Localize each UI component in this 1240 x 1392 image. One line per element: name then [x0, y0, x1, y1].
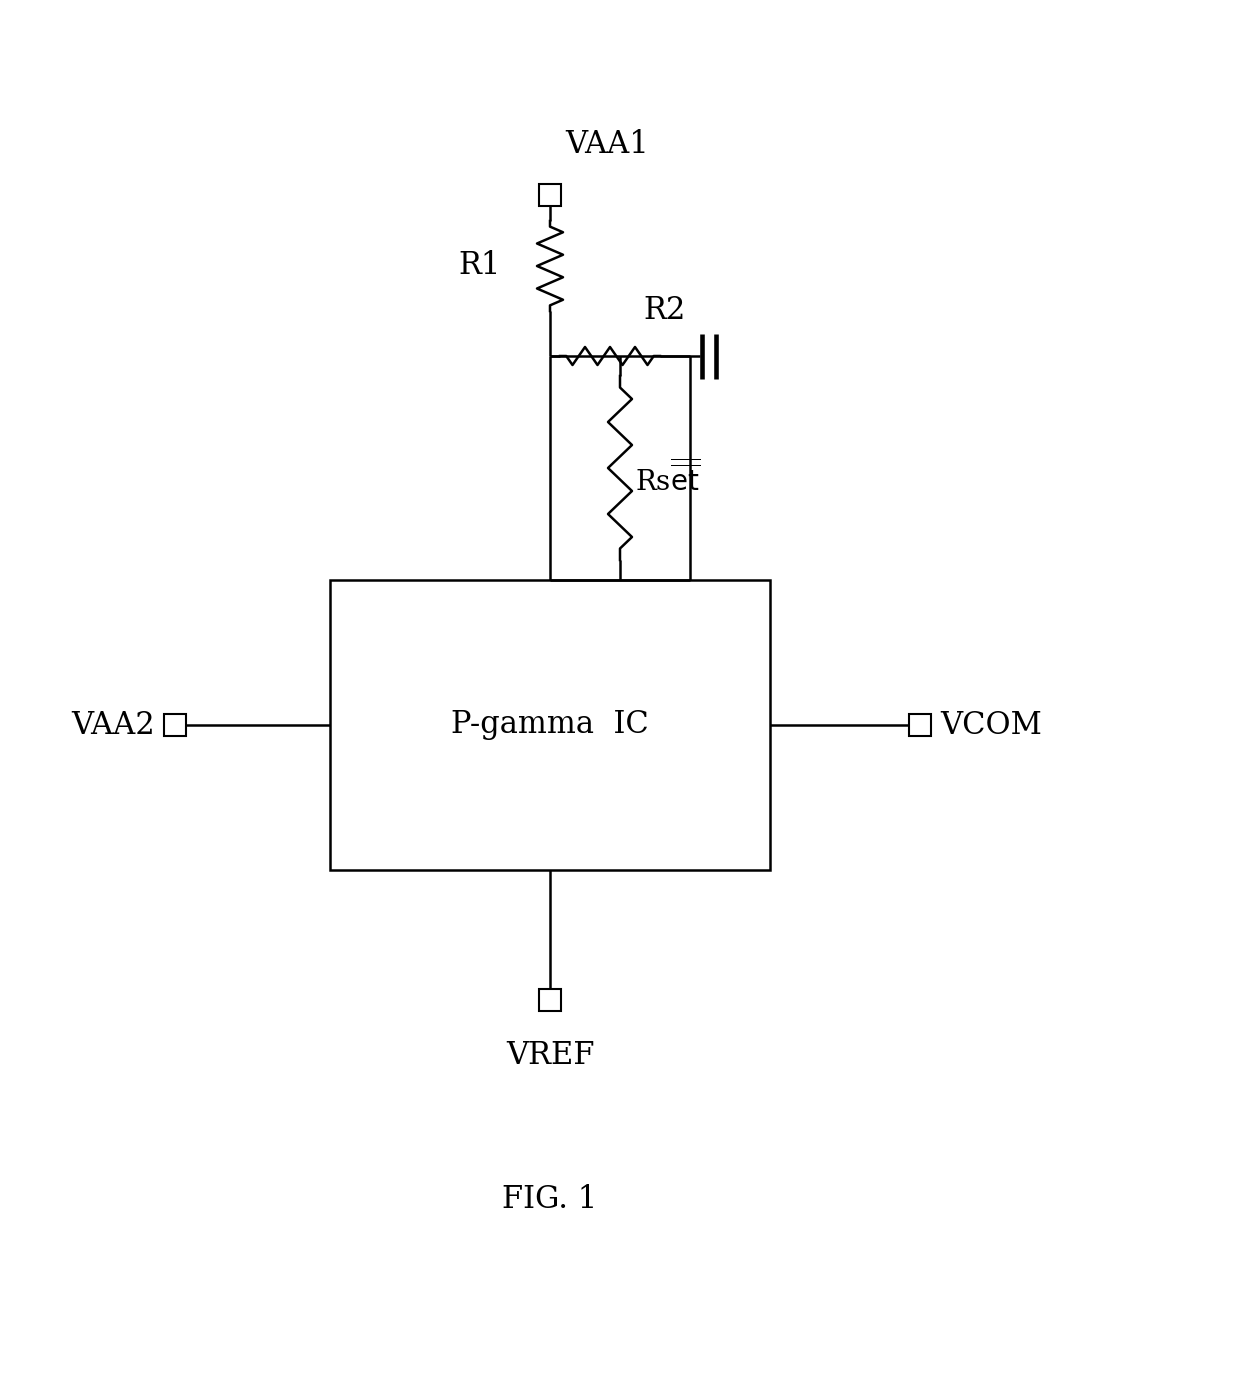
Text: Rs$\overline{\overline{\rm et}}$: Rs$\overline{\overline{\rm et}}$ [635, 459, 701, 497]
Text: P-gamma  IC: P-gamma IC [451, 710, 649, 741]
Bar [164, 714, 186, 736]
Bar [330, 580, 770, 870]
Text: R2: R2 [644, 295, 686, 326]
Text: VREF: VREF [506, 1040, 594, 1070]
Text: FIG. 1: FIG. 1 [502, 1185, 598, 1215]
Text: VCOM: VCOM [940, 710, 1042, 741]
Bar [909, 714, 931, 736]
Text: R1: R1 [459, 251, 501, 281]
Text: VAA1: VAA1 [565, 129, 649, 160]
Bar [539, 184, 560, 206]
Text: VAA2: VAA2 [71, 710, 155, 741]
Bar [539, 988, 560, 1011]
